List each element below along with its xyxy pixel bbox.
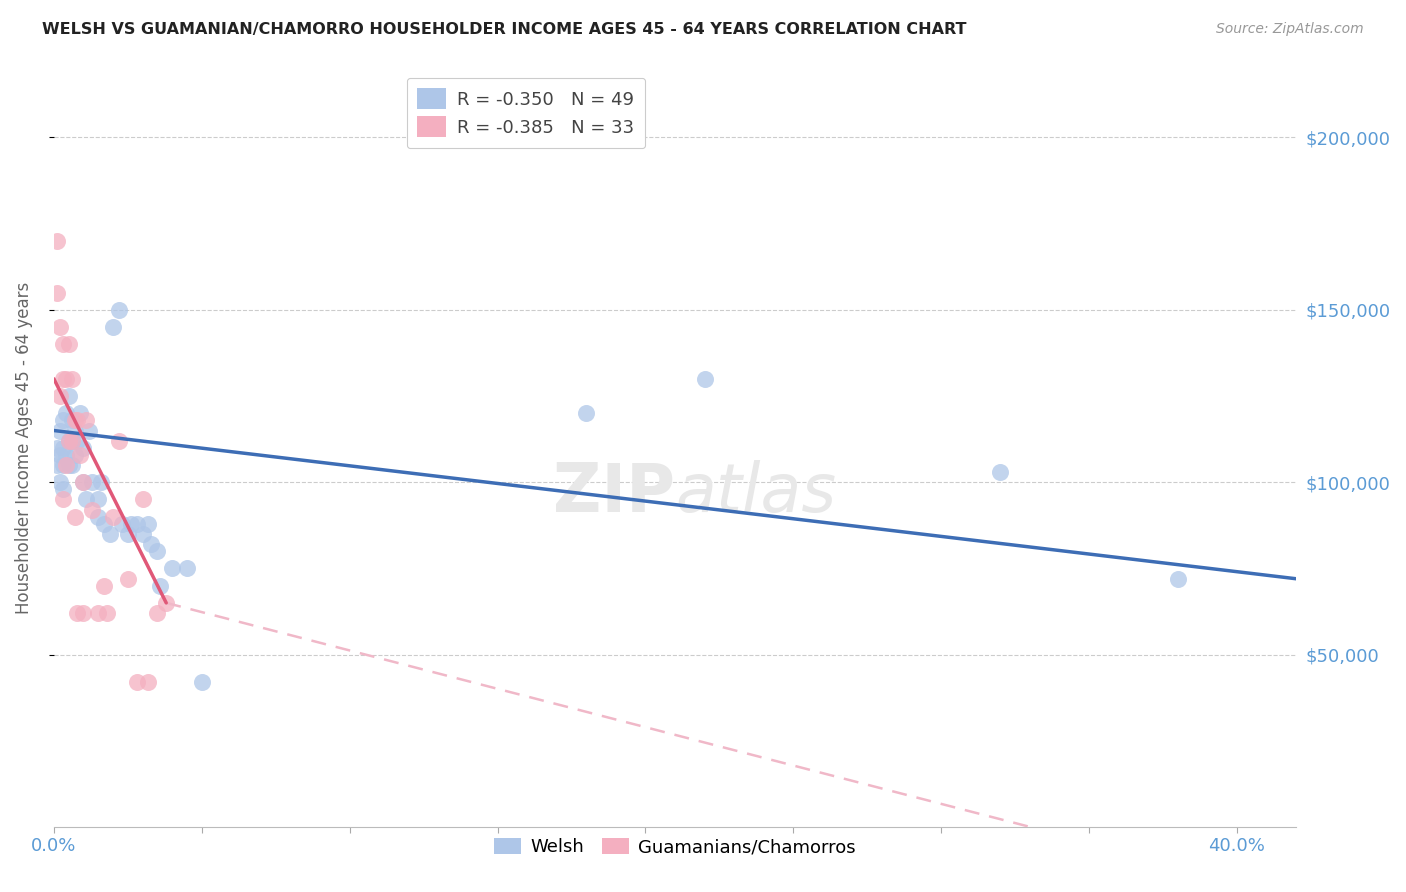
Point	[45, 441, 67, 455]
Point	[988, 465, 1011, 479]
Point	[55, 406, 77, 420]
Point	[60, 458, 83, 472]
Point	[146, 544, 169, 558]
Point	[108, 302, 131, 317]
Point	[75, 413, 97, 427]
Point	[45, 285, 67, 300]
Point	[120, 516, 142, 531]
Point	[160, 561, 183, 575]
Point	[55, 458, 77, 472]
Point	[101, 509, 124, 524]
Point	[72, 475, 94, 490]
Point	[63, 413, 86, 427]
Point	[45, 458, 67, 472]
Point	[52, 482, 75, 496]
Point	[72, 441, 94, 455]
Point	[693, 372, 716, 386]
Point	[55, 448, 77, 462]
Point	[101, 320, 124, 334]
Point	[125, 516, 148, 531]
Point	[117, 527, 139, 541]
Point	[52, 458, 75, 472]
Point	[176, 561, 198, 575]
Point	[131, 527, 153, 541]
Point	[98, 527, 121, 541]
Point	[58, 458, 80, 472]
Point	[141, 537, 163, 551]
Point	[58, 434, 80, 448]
Point	[48, 320, 70, 334]
Point	[87, 606, 110, 620]
Text: WELSH VS GUAMANIAN/CHAMORRO HOUSEHOLDER INCOME AGES 45 - 64 YEARS CORRELATION CH: WELSH VS GUAMANIAN/CHAMORRO HOUSEHOLDER …	[42, 22, 967, 37]
Point	[93, 579, 115, 593]
Point	[87, 492, 110, 507]
Point	[66, 606, 89, 620]
Point	[58, 389, 80, 403]
Point	[108, 434, 131, 448]
Point	[90, 475, 112, 490]
Point	[52, 441, 75, 455]
Point	[75, 492, 97, 507]
Point	[138, 675, 160, 690]
Point	[48, 389, 70, 403]
Point	[111, 516, 134, 531]
Point	[48, 424, 70, 438]
Point	[48, 448, 70, 462]
Point	[149, 579, 172, 593]
Point	[52, 337, 75, 351]
Point	[66, 434, 89, 448]
Point	[190, 675, 212, 690]
Point	[60, 434, 83, 448]
Point	[63, 509, 86, 524]
Point	[82, 503, 104, 517]
Point	[96, 606, 118, 620]
Point	[52, 492, 75, 507]
Point	[60, 434, 83, 448]
Point	[93, 516, 115, 531]
Point	[72, 475, 94, 490]
Point	[63, 448, 86, 462]
Point	[1167, 572, 1189, 586]
Point	[63, 424, 86, 438]
Text: ZIP: ZIP	[553, 460, 675, 526]
Point	[146, 606, 169, 620]
Point	[60, 372, 83, 386]
Text: atlas: atlas	[675, 460, 837, 526]
Point	[48, 475, 70, 490]
Text: Source: ZipAtlas.com: Source: ZipAtlas.com	[1216, 22, 1364, 37]
Point	[117, 572, 139, 586]
Point	[138, 516, 160, 531]
Point	[69, 406, 91, 420]
Point	[87, 509, 110, 524]
Point	[72, 606, 94, 620]
Point	[575, 406, 598, 420]
Point	[66, 413, 89, 427]
Point	[45, 234, 67, 248]
Y-axis label: Householder Income Ages 45 - 64 years: Householder Income Ages 45 - 64 years	[15, 282, 32, 614]
Point	[155, 596, 177, 610]
Point	[55, 372, 77, 386]
Point	[52, 413, 75, 427]
Point	[52, 372, 75, 386]
Point	[82, 475, 104, 490]
Point	[69, 448, 91, 462]
Point	[125, 675, 148, 690]
Point	[131, 492, 153, 507]
Point	[58, 434, 80, 448]
Point	[60, 413, 83, 427]
Point	[58, 337, 80, 351]
Point	[79, 424, 101, 438]
Legend: Welsh, Guamanians/Chamorros: Welsh, Guamanians/Chamorros	[486, 830, 863, 863]
